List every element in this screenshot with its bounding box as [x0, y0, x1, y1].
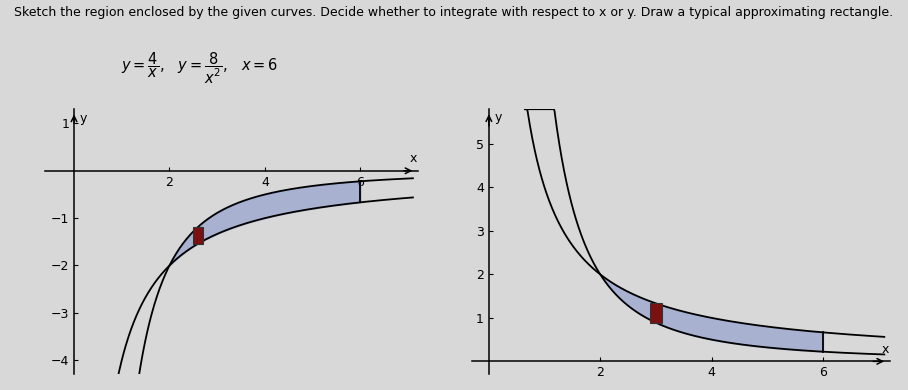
- Text: Sketch the region enclosed by the given curves. Decide whether to integrate with: Sketch the region enclosed by the given …: [15, 6, 893, 19]
- Text: $y = \dfrac{4}{x}$,   $y = \dfrac{8}{x^2}$,   $x = 6$: $y = \dfrac{4}{x}$, $y = \dfrac{8}{x^2}$…: [122, 51, 278, 86]
- Text: x: x: [882, 343, 889, 356]
- Bar: [192, 227, 203, 244]
- Bar: [650, 303, 662, 323]
- Text: x: x: [410, 152, 417, 165]
- Text: y: y: [495, 112, 502, 124]
- Text: y: y: [80, 112, 87, 124]
